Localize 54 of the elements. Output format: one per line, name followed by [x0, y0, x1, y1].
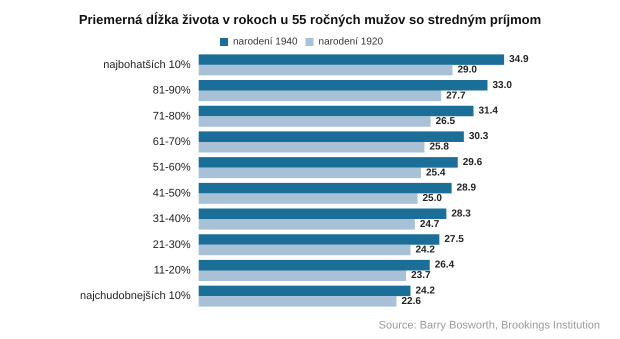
data-label: 33.0 [492, 80, 512, 91]
bar [198, 219, 415, 230]
data-label: 23.7 [411, 270, 432, 282]
data-label: 25.4 [426, 167, 446, 178]
bar [198, 54, 504, 65]
data-label: 27.5 [444, 234, 464, 245]
bar [198, 131, 464, 142]
bar [198, 234, 440, 245]
bar [198, 142, 424, 152]
bar [198, 193, 418, 204]
data-label: 31.4 [478, 105, 498, 116]
chart-title: Priemerná dĺžka života v rokoch u 55 ročných mužov so stredným príjmom [78, 11, 542, 27]
data-label: 24.2 [415, 244, 436, 256]
data-label: 29.0 [457, 64, 478, 76]
bar [198, 157, 458, 168]
bar [198, 90, 442, 102]
data-label: 24.2 [415, 285, 436, 296]
y-tick-label: 81-90% [152, 84, 191, 97]
y-tick-label: 11-20% [154, 264, 191, 276]
bar [198, 286, 410, 296]
data-label: 28.9 [456, 182, 477, 194]
data-label: 30.3 [468, 131, 489, 142]
y-tick-label: 61-70% [152, 136, 191, 148]
bar [198, 296, 396, 307]
bar [198, 208, 446, 220]
y-tick-label: najbohatších 10% [103, 58, 191, 71]
y-tick-label: 31-40% [152, 213, 191, 226]
data-label: 26.5 [436, 116, 456, 128]
bar [198, 106, 474, 116]
bar [198, 116, 431, 127]
bar [198, 182, 452, 194]
bar [198, 270, 406, 281]
data-label: 25.8 [429, 142, 450, 153]
y-tick-label: 51-60% [152, 162, 191, 174]
legend-label: narodení 1920 [318, 36, 384, 48]
data-label: 26.4 [434, 260, 455, 271]
bar [198, 64, 452, 76]
data-label: 29.6 [462, 156, 483, 168]
y-tick-label: 71-80% [152, 110, 191, 122]
y-tick-label: najchudobnejších 10% [80, 290, 191, 302]
data-label: 24.7 [420, 218, 440, 230]
bar [198, 244, 410, 256]
bar [198, 260, 430, 270]
legend-label: narodení 1940 [233, 36, 298, 48]
data-label: 27.7 [446, 90, 466, 102]
data-label: 34.9 [509, 54, 530, 66]
data-label: 28.3 [451, 208, 472, 220]
bar [198, 168, 421, 178]
y-tick-label: 21-30% [152, 238, 191, 251]
bar [198, 80, 488, 91]
data-label: 25.0 [422, 193, 442, 204]
y-tick-label: 41-50% [152, 187, 191, 200]
data-label: 22.6 [401, 296, 422, 307]
source-note: Source: Barry Bosworth, Brookings Institution [378, 320, 600, 332]
